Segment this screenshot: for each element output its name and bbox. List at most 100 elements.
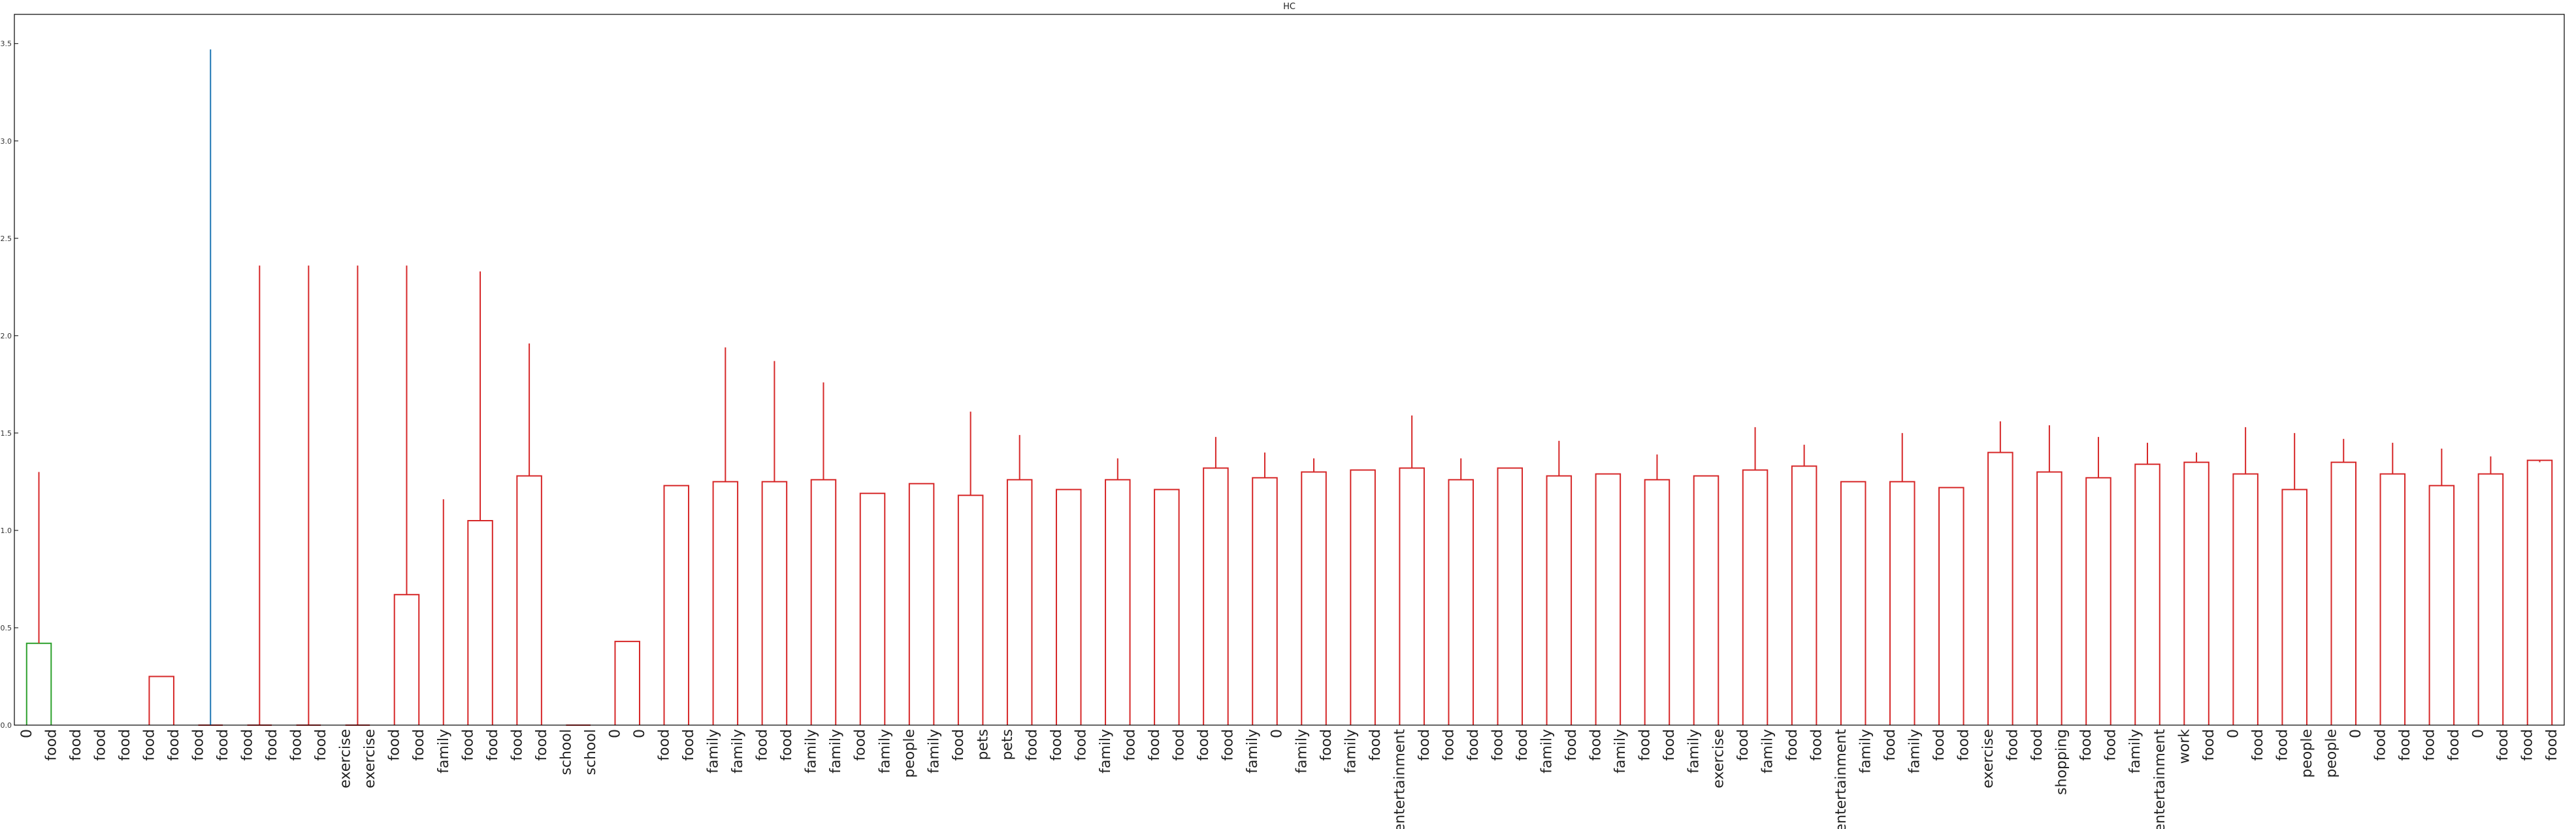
leaf-label: food [387,729,403,761]
leaf-label: exercise [362,729,378,788]
leaf-label: food [1220,729,1237,761]
dendrogram-link [2379,473,2406,725]
leaf-label: food [1784,729,1801,761]
leaf-label: food [1514,729,1531,761]
leaf-label: food [289,729,305,761]
leaf-label: food [1122,729,1139,761]
y-tick-label: 3.0 [1,137,12,146]
leaf-label: food [1931,729,1948,761]
dendrogram-links [27,50,2553,726]
leaf-label: food [534,729,550,761]
dendrogram-link [1497,467,1524,725]
leaf-label: family [1539,729,1556,773]
leaf-label: food [853,729,869,761]
leaf-label: food [1490,729,1506,761]
dendrogram-link [1154,489,1180,725]
leaf-label: food [264,729,280,761]
leaf-label: food [68,729,84,761]
leaf-label: family [1686,729,1703,773]
dendrogram-link [859,493,886,725]
leaf-label: food [1049,729,1065,761]
leaf-label: exercise [1710,729,1727,788]
dendrogram-link [2183,461,2209,725]
leaf-label: exercise [1980,729,1997,788]
leaf-label: food [92,729,108,761]
leaf-label: food [313,729,329,761]
dendrogram-link [1644,479,1671,725]
dendrogram-link [957,495,984,725]
leaf-label: food [2373,729,2389,761]
leaf-label: food [2495,729,2511,761]
leaf-label: pets [975,729,991,760]
leaf-label: food [951,729,967,761]
leaf-label: family [804,729,820,773]
dendrogram-link [1742,469,1769,725]
leaf-label: work [2176,729,2193,764]
dendrogram-link [1595,473,1622,725]
leaf-label: school [583,729,599,775]
y-tick-label: 2.5 [1,235,12,243]
leaf-label: food [240,729,256,761]
leaf-label: food [681,729,697,761]
leaf-label: food [166,729,182,761]
leaf-label: people [2323,729,2340,778]
leaf-label: family [1294,729,1310,773]
leaf-label: food [2520,729,2536,761]
leaf-label: food [215,729,231,761]
leaf-label: food [2274,729,2291,761]
leaf-label: food [1465,729,1482,761]
leaf-label: family [1759,729,1776,773]
dendrogram-link [1987,451,2014,725]
leaf-label: food [2029,729,2046,761]
leaf-label: food [1073,729,1090,761]
leaf-label: family [1906,729,1923,773]
dendrogram-link [2281,489,2307,725]
chart-title: HC [1283,2,1296,12]
leaf-label: family [436,729,452,773]
dendrogram-link [1889,481,1916,725]
y-tick-label: 0.0 [1,721,12,730]
dendrogram-link [1399,467,1425,725]
leaf-label: family [706,729,722,773]
leaf-label: 0 [19,729,35,738]
leaf-label: food [1147,729,1163,761]
leaf-label: food [2446,729,2462,761]
leaf-label: pets [1000,729,1016,760]
dendrogram-link [2477,473,2504,725]
leaf-label: food [2397,729,2413,761]
leaf-label: food [485,729,501,761]
dendrogram-link [393,594,420,725]
leaf-label: school [558,729,574,775]
dendrogram-link [908,483,935,725]
leaf-label: food [657,729,673,761]
leaf-label: food [117,729,133,761]
leaf-label: people [902,729,918,778]
leaf-label: entertainment [2152,729,2168,829]
leaf-label: 0 [2225,729,2242,738]
leaf-label: food [411,729,427,761]
leaf-label: food [1956,729,1972,761]
dendrogram-link [2134,463,2160,725]
leaf-label: food [190,729,206,761]
leaf-label: food [1441,729,1457,761]
dendrogram-link [1203,467,1229,725]
dendrogram-link [1350,469,1376,725]
leaf-label: exercise [338,729,354,788]
leaf-label: shopping [2054,729,2070,795]
axes-frame [14,14,2565,726]
leaf-label: food [1563,729,1580,761]
leaf-label: food [1637,729,1654,761]
leaf-label: food [2544,729,2560,761]
y-tick-label: 1.0 [1,527,12,535]
leaf-label: food [509,729,525,761]
leaf-label: food [1735,729,1752,761]
leaf-label: food [141,729,157,761]
dendrogram-link [1840,481,1867,725]
leaf-label: people [2299,729,2315,778]
leaf-label: family [828,729,844,773]
dendrogram-link [712,481,739,725]
dendrogram-link [1546,475,1573,725]
leaf-label: food [779,729,795,761]
dendrogram-link [1055,489,1082,725]
leaf-label: 0 [2348,729,2364,738]
